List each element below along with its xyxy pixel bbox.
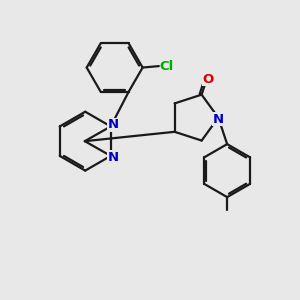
Text: N: N [108, 151, 119, 164]
Text: N: N [108, 118, 119, 131]
Text: Cl: Cl [159, 60, 173, 73]
Text: N: N [213, 112, 224, 126]
Text: O: O [202, 73, 214, 86]
